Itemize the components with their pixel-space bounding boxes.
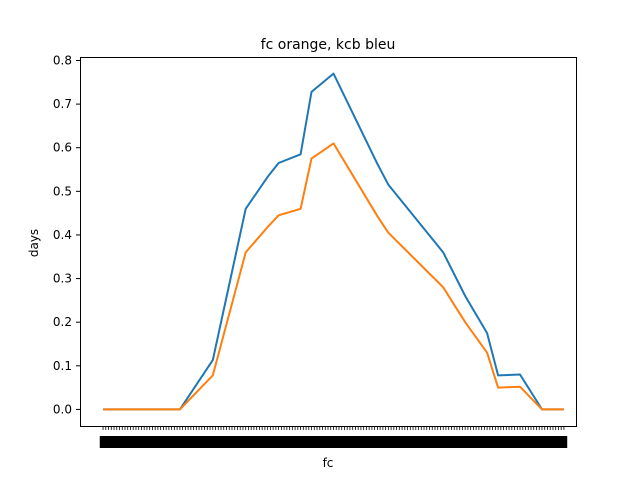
y-tick-label: 0.7 <box>53 97 72 111</box>
x-axis-label: fc <box>323 456 334 470</box>
chart-title: fc orange, kcb bleu <box>261 37 396 53</box>
plot-frame <box>80 57 577 427</box>
y-tick-label: 0.4 <box>53 228 72 242</box>
y-axis-label: days <box>27 229 41 257</box>
y-tick-label: 0.8 <box>53 53 72 67</box>
y-tick-label: 0.1 <box>53 359 72 373</box>
series-line <box>103 142 564 411</box>
series-lines <box>103 72 564 411</box>
y-tick-label: 0.3 <box>53 272 72 286</box>
y-tick-label: 0.2 <box>53 315 72 329</box>
x-tick-labels-overlap <box>99 436 568 448</box>
y-tick-label: 0.5 <box>53 184 72 198</box>
y-tick-label: 0.6 <box>53 141 72 155</box>
y-tick-label: 0.0 <box>53 402 72 416</box>
y-axis-ticks: 0.0 0.1 0.2 0.3 0.4 0.5 0.6 0.7 0.8 <box>53 53 80 416</box>
series-line <box>103 72 564 411</box>
